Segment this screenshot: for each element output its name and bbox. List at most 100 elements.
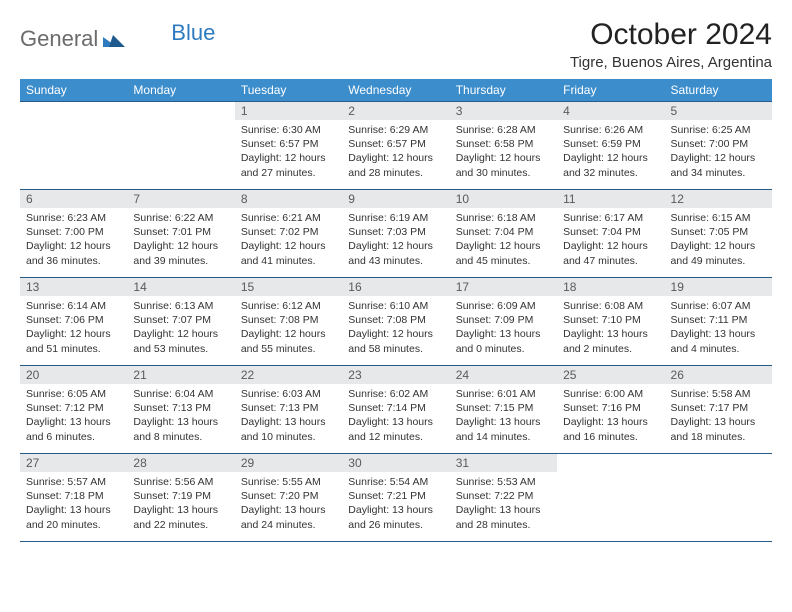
- calendar-cell: 22Sunrise: 6:03 AMSunset: 7:13 PMDayligh…: [235, 366, 342, 454]
- day-body: Sunrise: 6:28 AMSunset: 6:58 PMDaylight:…: [450, 120, 557, 184]
- calendar-cell: 16Sunrise: 6:10 AMSunset: 7:08 PMDayligh…: [342, 278, 449, 366]
- day-number: 1: [235, 102, 342, 120]
- day-body: Sunrise: 5:58 AMSunset: 7:17 PMDaylight:…: [665, 384, 772, 448]
- title-block: October 2024 Tigre, Buenos Aires, Argent…: [570, 18, 772, 71]
- header: General Blue October 2024 Tigre, Buenos …: [20, 18, 772, 71]
- day-number: 23: [342, 366, 449, 384]
- day-number: 31: [450, 454, 557, 472]
- day-body: Sunrise: 6:12 AMSunset: 7:08 PMDaylight:…: [235, 296, 342, 360]
- day-number: 11: [557, 190, 664, 208]
- calendar-cell: 30Sunrise: 5:54 AMSunset: 7:21 PMDayligh…: [342, 454, 449, 542]
- day-body: Sunrise: 6:14 AMSunset: 7:06 PMDaylight:…: [20, 296, 127, 360]
- day-number: 9: [342, 190, 449, 208]
- day-body: Sunrise: 6:02 AMSunset: 7:14 PMDaylight:…: [342, 384, 449, 448]
- day-number: 4: [557, 102, 664, 120]
- day-number: 25: [557, 366, 664, 384]
- weekday-header: Wednesday: [342, 79, 449, 102]
- day-body: Sunrise: 5:55 AMSunset: 7:20 PMDaylight:…: [235, 472, 342, 536]
- day-body: Sunrise: 6:22 AMSunset: 7:01 PMDaylight:…: [127, 208, 234, 272]
- weekday-header: Tuesday: [235, 79, 342, 102]
- day-body: Sunrise: 6:05 AMSunset: 7:12 PMDaylight:…: [20, 384, 127, 448]
- day-number: 22: [235, 366, 342, 384]
- day-number: 2: [342, 102, 449, 120]
- day-body: Sunrise: 6:26 AMSunset: 6:59 PMDaylight:…: [557, 120, 664, 184]
- day-number: 19: [665, 278, 772, 296]
- day-number: 29: [235, 454, 342, 472]
- day-body: Sunrise: 5:53 AMSunset: 7:22 PMDaylight:…: [450, 472, 557, 536]
- day-body: Sunrise: 6:29 AMSunset: 6:57 PMDaylight:…: [342, 120, 449, 184]
- weekday-header: Thursday: [450, 79, 557, 102]
- calendar-body: ....1Sunrise: 6:30 AMSunset: 6:57 PMDayl…: [20, 102, 772, 542]
- day-number: 28: [127, 454, 234, 472]
- calendar-cell: 5Sunrise: 6:25 AMSunset: 7:00 PMDaylight…: [665, 102, 772, 190]
- calendar-cell: 27Sunrise: 5:57 AMSunset: 7:18 PMDayligh…: [20, 454, 127, 542]
- calendar-table: SundayMondayTuesdayWednesdayThursdayFrid…: [20, 79, 772, 542]
- calendar-cell: 25Sunrise: 6:00 AMSunset: 7:16 PMDayligh…: [557, 366, 664, 454]
- brand-logo: General Blue: [20, 18, 215, 52]
- day-number: 18: [557, 278, 664, 296]
- calendar-cell: 10Sunrise: 6:18 AMSunset: 7:04 PMDayligh…: [450, 190, 557, 278]
- day-body: Sunrise: 6:03 AMSunset: 7:13 PMDaylight:…: [235, 384, 342, 448]
- calendar-cell: 26Sunrise: 5:58 AMSunset: 7:17 PMDayligh…: [665, 366, 772, 454]
- day-number: 5: [665, 102, 772, 120]
- calendar-cell: 1Sunrise: 6:30 AMSunset: 6:57 PMDaylight…: [235, 102, 342, 190]
- day-body: Sunrise: 6:17 AMSunset: 7:04 PMDaylight:…: [557, 208, 664, 272]
- calendar-cell: 2Sunrise: 6:29 AMSunset: 6:57 PMDaylight…: [342, 102, 449, 190]
- day-body: Sunrise: 6:13 AMSunset: 7:07 PMDaylight:…: [127, 296, 234, 360]
- calendar-cell: 14Sunrise: 6:13 AMSunset: 7:07 PMDayligh…: [127, 278, 234, 366]
- calendar-cell: 15Sunrise: 6:12 AMSunset: 7:08 PMDayligh…: [235, 278, 342, 366]
- day-body: Sunrise: 6:21 AMSunset: 7:02 PMDaylight:…: [235, 208, 342, 272]
- weekday-header: Saturday: [665, 79, 772, 102]
- calendar-cell: 12Sunrise: 6:15 AMSunset: 7:05 PMDayligh…: [665, 190, 772, 278]
- calendar-cell: ..: [665, 454, 772, 542]
- day-body: Sunrise: 6:10 AMSunset: 7:08 PMDaylight:…: [342, 296, 449, 360]
- calendar-cell: 20Sunrise: 6:05 AMSunset: 7:12 PMDayligh…: [20, 366, 127, 454]
- calendar-cell: 13Sunrise: 6:14 AMSunset: 7:06 PMDayligh…: [20, 278, 127, 366]
- calendar-cell: ..: [20, 102, 127, 190]
- calendar-cell: ..: [127, 102, 234, 190]
- day-body: Sunrise: 6:08 AMSunset: 7:10 PMDaylight:…: [557, 296, 664, 360]
- calendar-cell: 29Sunrise: 5:55 AMSunset: 7:20 PMDayligh…: [235, 454, 342, 542]
- day-number: 15: [235, 278, 342, 296]
- day-number: 27: [20, 454, 127, 472]
- location: Tigre, Buenos Aires, Argentina: [570, 54, 772, 71]
- brand-part2: Blue: [171, 20, 215, 46]
- day-body: Sunrise: 6:01 AMSunset: 7:15 PMDaylight:…: [450, 384, 557, 448]
- calendar-cell: 23Sunrise: 6:02 AMSunset: 7:14 PMDayligh…: [342, 366, 449, 454]
- calendar-cell: ..: [557, 454, 664, 542]
- day-number: 3: [450, 102, 557, 120]
- day-number: 30: [342, 454, 449, 472]
- calendar-cell: 6Sunrise: 6:23 AMSunset: 7:00 PMDaylight…: [20, 190, 127, 278]
- month-title: October 2024: [570, 18, 772, 52]
- day-body: Sunrise: 6:19 AMSunset: 7:03 PMDaylight:…: [342, 208, 449, 272]
- day-number: 7: [127, 190, 234, 208]
- day-number: 13: [20, 278, 127, 296]
- calendar-cell: 18Sunrise: 6:08 AMSunset: 7:10 PMDayligh…: [557, 278, 664, 366]
- calendar-head: SundayMondayTuesdayWednesdayThursdayFrid…: [20, 79, 772, 102]
- calendar-cell: 21Sunrise: 6:04 AMSunset: 7:13 PMDayligh…: [127, 366, 234, 454]
- day-number: 14: [127, 278, 234, 296]
- day-body: Sunrise: 6:25 AMSunset: 7:00 PMDaylight:…: [665, 120, 772, 184]
- day-number: 17: [450, 278, 557, 296]
- day-number: 21: [127, 366, 234, 384]
- weekday-header: Friday: [557, 79, 664, 102]
- calendar-cell: 28Sunrise: 5:56 AMSunset: 7:19 PMDayligh…: [127, 454, 234, 542]
- calendar-cell: 7Sunrise: 6:22 AMSunset: 7:01 PMDaylight…: [127, 190, 234, 278]
- calendar-cell: 4Sunrise: 6:26 AMSunset: 6:59 PMDaylight…: [557, 102, 664, 190]
- day-body: Sunrise: 5:56 AMSunset: 7:19 PMDaylight:…: [127, 472, 234, 536]
- day-body: Sunrise: 6:18 AMSunset: 7:04 PMDaylight:…: [450, 208, 557, 272]
- day-body: Sunrise: 6:04 AMSunset: 7:13 PMDaylight:…: [127, 384, 234, 448]
- day-body: Sunrise: 6:00 AMSunset: 7:16 PMDaylight:…: [557, 384, 664, 448]
- day-body: Sunrise: 5:57 AMSunset: 7:18 PMDaylight:…: [20, 472, 127, 536]
- day-number: 20: [20, 366, 127, 384]
- calendar-cell: 8Sunrise: 6:21 AMSunset: 7:02 PMDaylight…: [235, 190, 342, 278]
- calendar-cell: 31Sunrise: 5:53 AMSunset: 7:22 PMDayligh…: [450, 454, 557, 542]
- calendar-cell: 17Sunrise: 6:09 AMSunset: 7:09 PMDayligh…: [450, 278, 557, 366]
- weekday-header: Sunday: [20, 79, 127, 102]
- day-body: Sunrise: 6:09 AMSunset: 7:09 PMDaylight:…: [450, 296, 557, 360]
- day-number: 16: [342, 278, 449, 296]
- day-body: Sunrise: 6:30 AMSunset: 6:57 PMDaylight:…: [235, 120, 342, 184]
- day-body: Sunrise: 6:23 AMSunset: 7:00 PMDaylight:…: [20, 208, 127, 272]
- weekday-header: Monday: [127, 79, 234, 102]
- day-body: Sunrise: 5:54 AMSunset: 7:21 PMDaylight:…: [342, 472, 449, 536]
